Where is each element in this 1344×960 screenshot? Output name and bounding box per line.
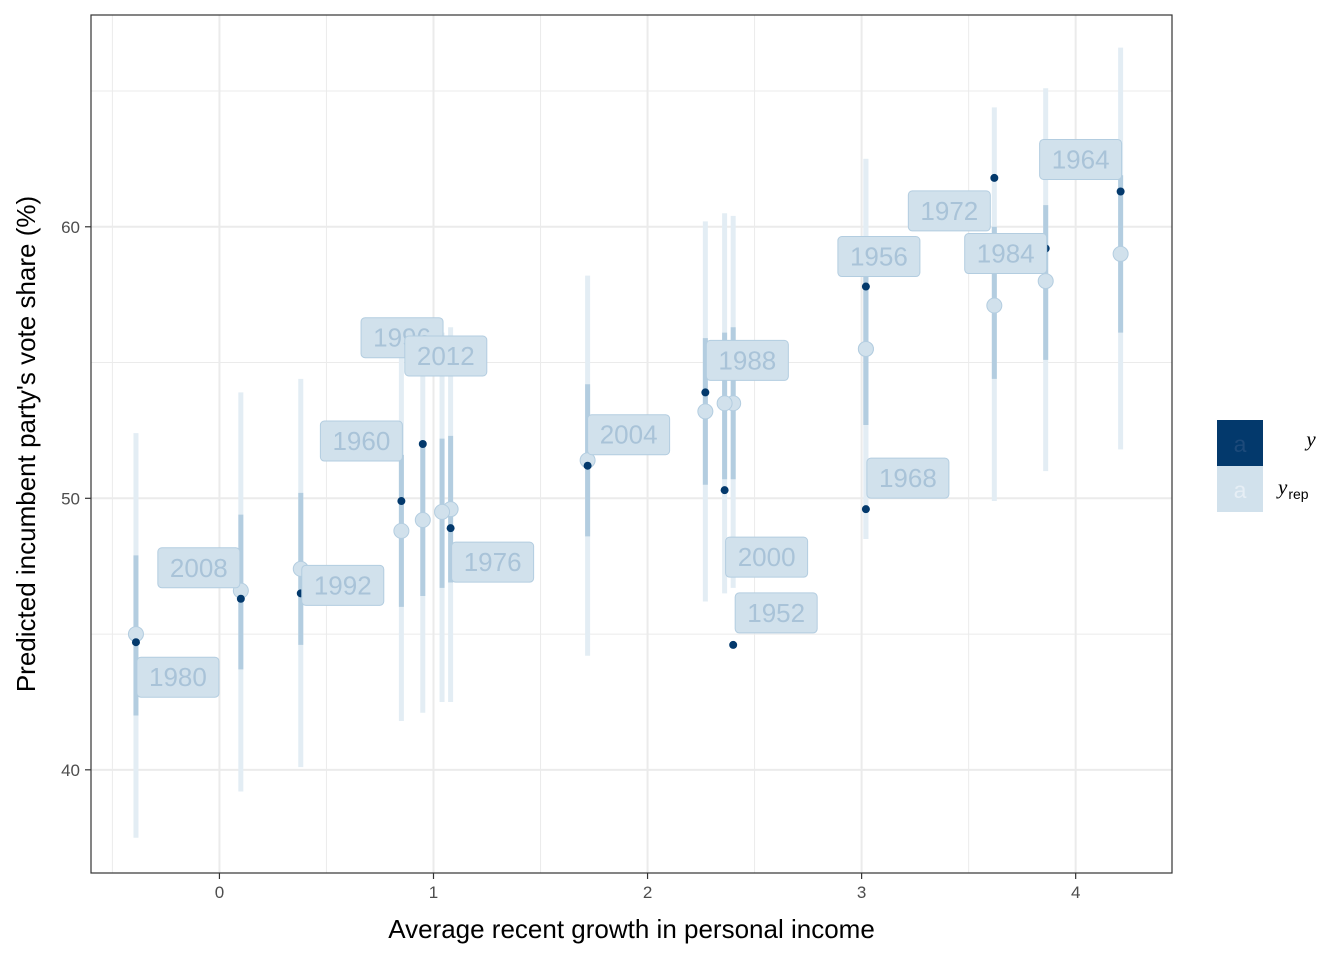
y-point	[583, 461, 592, 470]
y-point	[720, 486, 729, 495]
year-label-box	[907, 190, 991, 232]
y-tick-label: 40	[61, 761, 80, 780]
year-label-text: 1952	[747, 598, 805, 628]
yrep-point	[434, 503, 451, 520]
year-label-1976: 1976	[451, 541, 535, 583]
year-label-2000: 2000	[725, 536, 809, 578]
y-tick-label: 50	[61, 489, 80, 508]
year-label-2004: 2004	[587, 414, 671, 456]
year-label-1988: 1988	[705, 339, 789, 381]
yrep-point	[697, 403, 714, 420]
yrep-point	[716, 395, 733, 412]
y-point	[131, 638, 140, 647]
yrep-point	[414, 512, 431, 529]
year-label-box	[1039, 138, 1123, 180]
year-label-text: 1960	[332, 426, 390, 456]
year-label-text: 1976	[464, 547, 522, 577]
legend-key-y	[1217, 420, 1263, 466]
y-layer	[131, 173, 1125, 649]
y-point	[701, 388, 710, 397]
year-label-box	[319, 420, 403, 462]
y-point	[236, 594, 245, 603]
year-label-1952: 1952	[734, 592, 818, 634]
x-tick-label: 1	[429, 883, 438, 902]
year-label-text: 1956	[850, 242, 908, 272]
legend-label-yrep: yrep	[1276, 475, 1309, 502]
year-label-1960: 1960	[319, 420, 403, 462]
year-label-box	[404, 335, 488, 377]
y-tick-label: 60	[61, 218, 80, 237]
year-label-1968: 1968	[866, 457, 950, 499]
year-label-box	[136, 656, 220, 698]
legend-label-y: y	[1304, 427, 1316, 451]
year-label-1980: 1980	[136, 656, 220, 698]
y-point	[446, 524, 455, 533]
year-label-1964: 1964	[1039, 138, 1123, 180]
panel-border	[90, 14, 1173, 874]
year-label-text: 1972	[920, 196, 978, 226]
yrep-point	[393, 522, 410, 539]
yrep-point	[857, 340, 874, 357]
legend-key-y-text: a	[1234, 431, 1247, 457]
year-label-1972: 1972	[907, 190, 991, 232]
y-point	[418, 440, 427, 448]
y-point	[729, 640, 738, 649]
legend-key-yrep-text: a	[1234, 477, 1247, 503]
year-label-text: 2012	[417, 341, 475, 371]
year-label-1984: 1984	[964, 233, 1048, 275]
year-label-box	[587, 414, 671, 456]
x-axis-title: Average recent growth in personal income	[388, 914, 875, 944]
year-label-1956: 1956	[837, 236, 921, 278]
label-layer: 1952 1956 1960 1964 1968 1972 1976 1980 1984 1988…	[136, 138, 1123, 698]
year-label-box	[837, 236, 921, 278]
year-label-text: 1964	[1052, 144, 1110, 174]
year-label-box	[734, 592, 818, 634]
x-tick-label: 2	[643, 883, 652, 902]
year-label-box	[964, 233, 1048, 275]
year-label-box	[866, 457, 950, 499]
year-label-box	[301, 564, 385, 606]
y-axis-title: Predicted incumbent party's vote share (…	[11, 196, 41, 692]
axis-layer: 0 1 2 3 4 40 50 60	[61, 218, 1080, 902]
year-label-text: 1992	[314, 570, 372, 600]
year-label-2012: 2012	[404, 335, 488, 377]
year-label-text: 1968	[879, 463, 937, 493]
year-label-text: 2004	[600, 420, 658, 450]
x-tick-label: 0	[215, 883, 224, 902]
year-label-text: 1980	[149, 662, 207, 692]
year-label-text: 1988	[718, 345, 776, 375]
yrep-point	[1037, 273, 1054, 290]
x-tick-label: 4	[1071, 883, 1080, 902]
year-label-box	[157, 547, 241, 589]
yrep-point	[986, 297, 1003, 314]
yrep-point	[1112, 245, 1129, 262]
year-label-text: 1984	[977, 239, 1035, 269]
y-point	[990, 173, 999, 182]
y-point	[861, 505, 870, 514]
year-label-box	[705, 339, 789, 381]
y-point	[397, 497, 406, 506]
y-point	[1116, 187, 1125, 196]
year-label-text: 2000	[738, 542, 796, 572]
legend: a a y yrep	[1217, 420, 1316, 512]
year-label-box	[451, 541, 535, 583]
x-tick-label: 3	[857, 883, 866, 902]
y-point	[861, 282, 870, 291]
year-label-text: 2008	[170, 553, 228, 583]
year-label-box	[725, 536, 809, 578]
year-label-2008: 2008	[157, 547, 241, 589]
year-label-1992: 1992	[301, 564, 385, 606]
legend-key-yrep	[1217, 466, 1263, 512]
